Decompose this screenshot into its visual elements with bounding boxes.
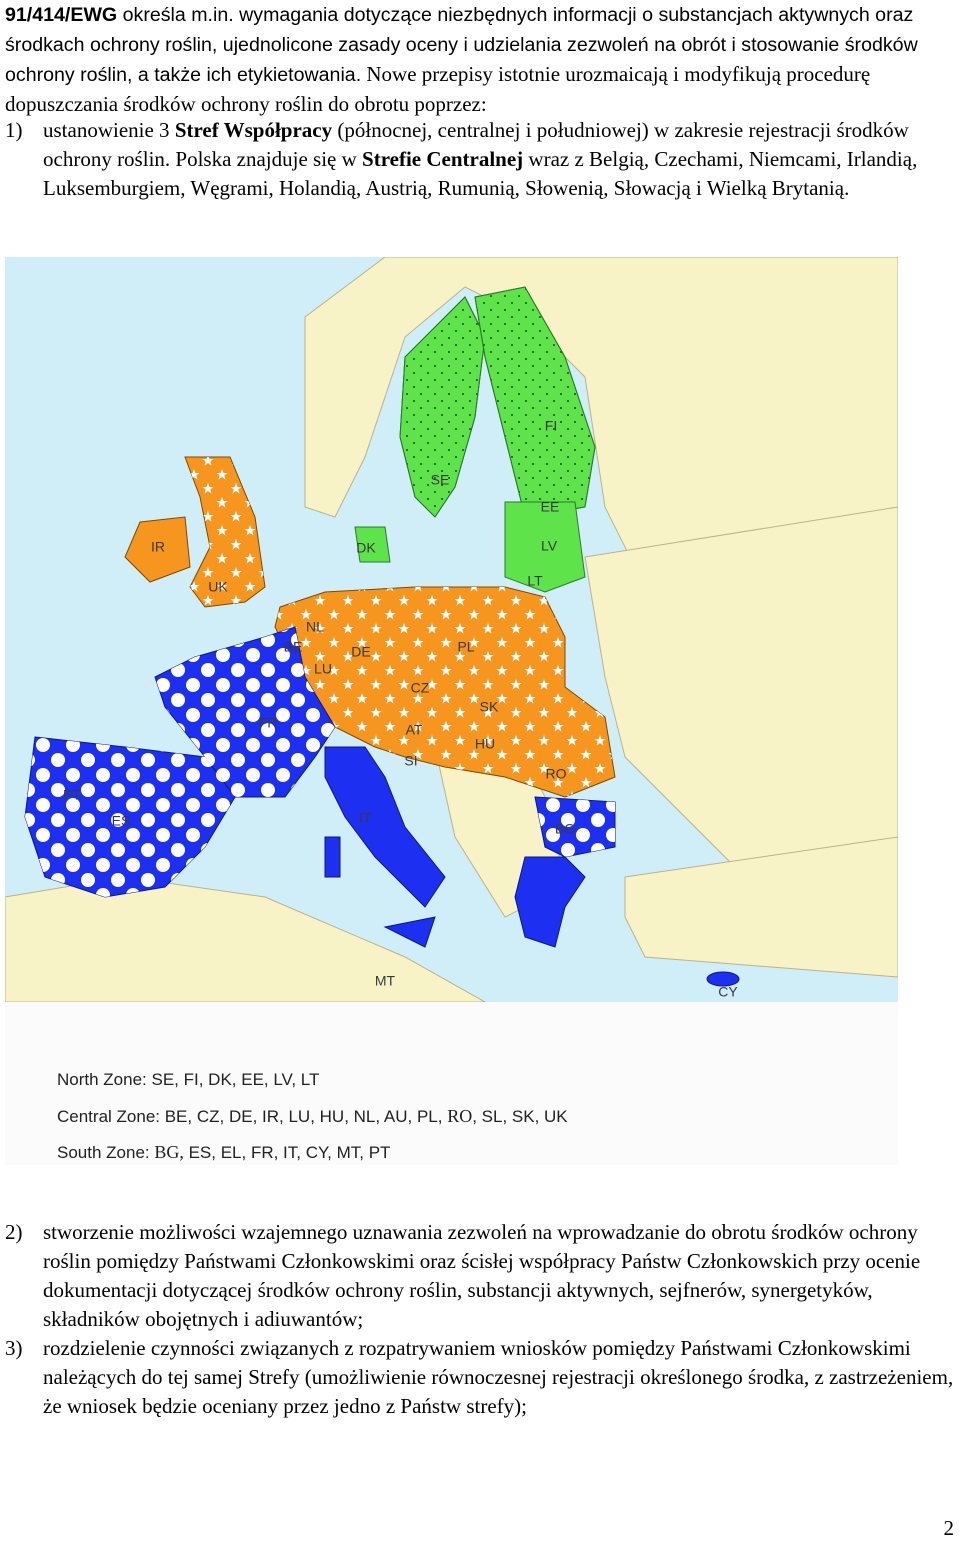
text-run: Nowe przepisy istotnie urozmaicają i mod…	[5, 62, 871, 116]
country-label: UK	[208, 579, 228, 595]
country-label: IT	[359, 810, 372, 826]
country-label: LT	[527, 573, 543, 589]
zone-legend: North Zone: SE, FI, DK, EE, LV, LT Centr…	[5, 1002, 898, 1165]
zone-map: FI SE EE LV LT DK IR UK NL BE LU DE PL C…	[5, 257, 898, 1002]
legend-north: North Zone: SE, FI, DK, EE, LV, LT	[57, 1070, 319, 1090]
country-label: BG	[555, 821, 575, 837]
text-run: Stref Współpracy	[174, 118, 333, 142]
legend-text: , SL, SK, UK	[472, 1107, 568, 1126]
list-number: 3)	[5, 1336, 23, 1360]
legend-text: ES, EL, FR, IT, CY, MT, PT	[183, 1143, 391, 1162]
country-label: ES	[112, 813, 131, 829]
country-label: RO	[546, 766, 567, 782]
country-label: CZ	[411, 680, 430, 696]
country-label: DK	[356, 540, 376, 556]
legend-text: BG,	[154, 1142, 184, 1162]
map-labels: FI SE EE LV LT DK IR UK NL BE LU DE PL C…	[63, 418, 738, 1000]
legend-south: South Zone: BG, ES, EL, FR, IT, CY, MT, …	[57, 1142, 390, 1163]
list-item: 2) stworzenie możliwości wzajemnego uzna…	[5, 1218, 955, 1334]
country-label: HU	[475, 736, 495, 752]
text-run: określa m.in. wymagania dotyczące niezbę…	[5, 4, 918, 86]
text-run: 91/414/EWG	[5, 4, 118, 26]
list-number: 2)	[5, 1220, 23, 1244]
legend-text: North Zone: SE, FI, DK, EE, LV, LT	[57, 1070, 320, 1089]
list-item: 3) rozdzielenie czynności związanych z r…	[5, 1334, 955, 1421]
country-label: LU	[314, 661, 332, 677]
country-label: MT	[375, 973, 396, 989]
text-run: wraz z Belgią, Czechami, Niemcami, Irlan…	[43, 147, 918, 200]
country-label: EE	[541, 499, 560, 515]
country-label: AT	[406, 722, 423, 738]
central-zone	[124, 456, 616, 798]
country-label: LV	[541, 538, 558, 554]
country-label: SE	[431, 472, 450, 488]
list-item: 1) ustanowienie 3 Stref Współpracy (półn…	[5, 116, 955, 203]
country-label: PL	[457, 639, 474, 655]
page-number: 2	[943, 1516, 955, 1540]
country-label: IR	[151, 539, 165, 555]
country-label: SI	[404, 753, 417, 769]
intro-paragraph: 91/414/EWG określa m.in. wymagania dotyc…	[5, 0, 957, 119]
list-number: 1)	[5, 118, 23, 142]
north-zone	[354, 286, 596, 593]
list-text: rozdzielenie czynności związanych z rozp…	[43, 1336, 954, 1418]
text-run: ustanowienie 3	[43, 118, 175, 142]
country-label: DE	[351, 644, 370, 660]
country-label: FR	[259, 715, 278, 731]
country-label: SK	[480, 699, 499, 715]
country-label: BE	[284, 639, 303, 655]
list-text: ustanowienie 3 Stref Współpracy (północn…	[43, 116, 955, 203]
country-label: NL	[306, 619, 324, 635]
legend-central: Central Zone: BE, CZ, DE, IR, LU, HU, NL…	[57, 1106, 568, 1127]
legend-text: Central Zone: BE, CZ, DE, IR, LU, HU, NL…	[57, 1107, 448, 1126]
country-label: PT	[63, 787, 81, 803]
text-run: (północnej, centralnej i południowej) w …	[43, 118, 909, 171]
text-run: Strefie Centralnej	[362, 147, 524, 171]
legend-text: RO	[447, 1106, 473, 1126]
country-label: CY	[718, 984, 738, 1000]
country-label: FI	[545, 418, 557, 434]
south-zone	[24, 626, 740, 987]
list-text: stworzenie możliwości wzajemnego uznawan…	[43, 1220, 921, 1331]
legend-text: South Zone:	[57, 1143, 155, 1162]
